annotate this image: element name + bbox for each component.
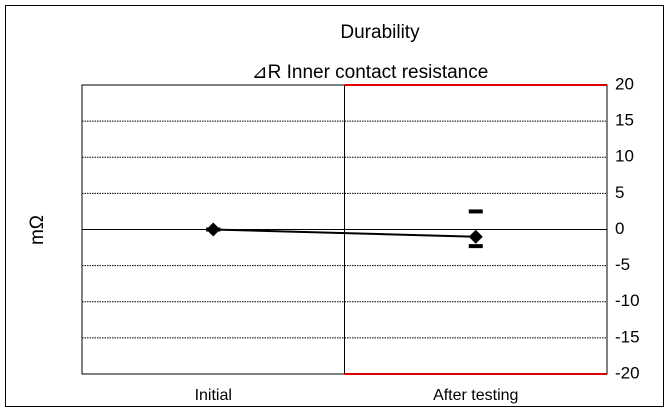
y-axis-label: mΩ xyxy=(27,215,48,245)
x-tick-label: Initial xyxy=(195,387,232,404)
y-tick-label: -10 xyxy=(615,291,640,310)
chart-subtitle: ⊿R Inner contact resistance xyxy=(252,62,489,83)
y-tick-label: 0 xyxy=(615,219,624,238)
y-tick-label: 10 xyxy=(615,147,634,166)
y-tick-label: -5 xyxy=(615,255,630,274)
min-marker xyxy=(468,244,483,249)
y-tick-label: -20 xyxy=(615,363,640,382)
data-point xyxy=(468,229,483,244)
data-line xyxy=(213,228,476,238)
y-tick-label: -15 xyxy=(615,327,640,346)
y-tick-label: 15 xyxy=(615,111,634,130)
max-marker xyxy=(468,209,483,214)
y-tick-label: 20 xyxy=(615,74,634,93)
y-tick-label: 5 xyxy=(615,183,624,202)
x-tick-label: After testing xyxy=(433,387,518,404)
chart-title: Durability xyxy=(340,22,420,43)
data-point xyxy=(206,222,221,237)
